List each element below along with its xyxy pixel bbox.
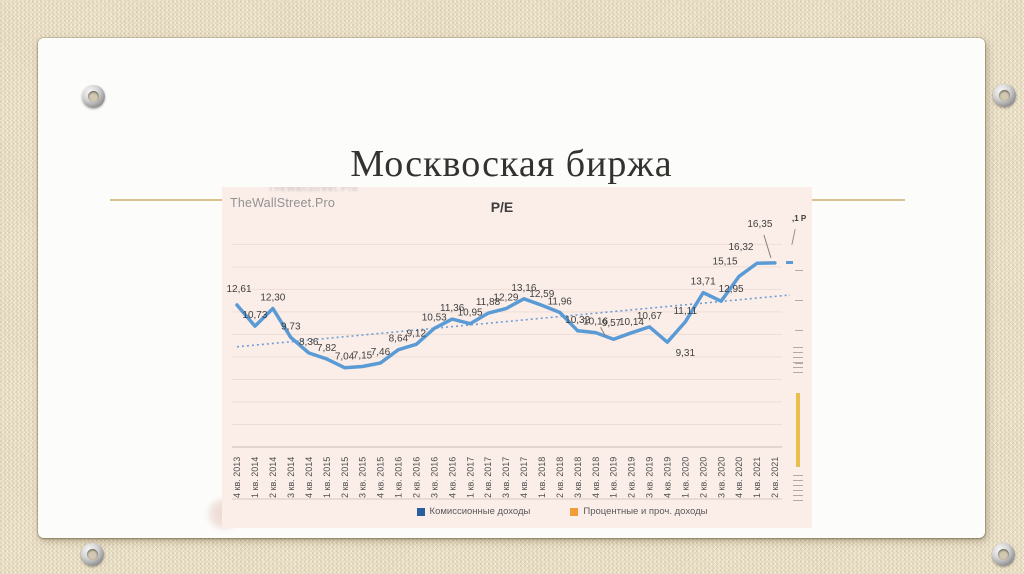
cropped-axis-text-fragment bbox=[793, 347, 803, 373]
grommet-top-right bbox=[993, 84, 1016, 107]
x-tick-label: 1 кв. 2021 bbox=[752, 457, 762, 498]
x-tick-label: 4 кв. 2019 bbox=[663, 457, 673, 498]
data-label: 15,15 bbox=[713, 256, 738, 267]
x-tick-label: 1 кв. 2020 bbox=[680, 457, 690, 498]
data-label: 8,64 bbox=[389, 334, 409, 345]
data-label: 9,57 bbox=[602, 318, 622, 329]
x-tick-label: 4 кв. 2016 bbox=[447, 457, 457, 498]
data-label: 11,88 bbox=[476, 297, 501, 308]
data-label: 12,95 bbox=[719, 284, 744, 295]
x-tick-label: 2 кв. 2021 bbox=[770, 457, 780, 498]
x-tick-label: 4 кв. 2020 bbox=[734, 457, 744, 498]
data-label: 9,12 bbox=[407, 328, 427, 339]
data-label: 7,15 bbox=[353, 350, 373, 361]
x-tick-label: 2 кв. 2015 bbox=[340, 457, 350, 498]
data-label: 10,14 bbox=[619, 317, 644, 328]
cropped-price-label: ,1 Р bbox=[792, 214, 807, 223]
x-tick-label: 3 кв. 2017 bbox=[501, 457, 511, 498]
label-leader-line bbox=[763, 234, 772, 259]
label-leader-line bbox=[600, 326, 606, 337]
grommet-bottom-left bbox=[81, 543, 104, 566]
x-tick-label: 1 кв. 2014 bbox=[250, 457, 260, 498]
x-tick-label: 4 кв. 2014 bbox=[304, 457, 314, 498]
x-tick-label: 2 кв. 2018 bbox=[555, 457, 565, 498]
data-label: 10,67 bbox=[637, 311, 662, 322]
data-label: 13,71 bbox=[691, 277, 716, 288]
data-label: 7,04 bbox=[335, 352, 355, 363]
data-label: 10,53 bbox=[422, 312, 447, 323]
x-tick-label: 2 кв. 2019 bbox=[627, 457, 637, 498]
slide-title: Москвоская биржа bbox=[350, 143, 673, 185]
grommet-top-left bbox=[82, 85, 105, 108]
slide: Москвоская биржа TheWallStreet.Pro TheWa… bbox=[38, 38, 1016, 566]
x-tick-label: 2 кв. 2014 bbox=[268, 457, 278, 498]
data-label: 9,31 bbox=[676, 348, 696, 359]
cropped-axis-text-fragment bbox=[793, 475, 803, 501]
data-label: 12,61 bbox=[226, 284, 251, 295]
data-label: 10,73 bbox=[242, 310, 267, 321]
data-label: 11,11 bbox=[673, 306, 697, 317]
data-label: 10,95 bbox=[458, 308, 483, 319]
ghost-watermark: TheWallStreet.Pro bbox=[268, 187, 359, 193]
data-label: 10,32 bbox=[565, 315, 590, 326]
data-label: 12,30 bbox=[260, 293, 285, 304]
legend-swatch-icon bbox=[570, 507, 579, 516]
legend-swatch-icon bbox=[416, 507, 425, 516]
x-tick-label: 2 кв. 2020 bbox=[698, 457, 708, 498]
cropped-yellow-bar-fragment bbox=[796, 393, 800, 467]
x-tick-label: 4 кв. 2015 bbox=[376, 457, 386, 498]
data-label: 16,35 bbox=[747, 219, 772, 230]
data-label: 7,82 bbox=[317, 343, 337, 354]
x-tick-label: 1 кв. 2015 bbox=[322, 457, 332, 498]
x-tick-label: 3 кв. 2015 bbox=[358, 457, 368, 498]
cropped-tick bbox=[795, 330, 803, 331]
data-label: 12,59 bbox=[529, 289, 554, 300]
chart-title: P/E bbox=[490, 199, 514, 215]
data-label: 12,29 bbox=[493, 293, 518, 304]
x-tick-label: 3 кв. 2014 bbox=[286, 457, 296, 498]
legend-item-1: Процентные и проч. доходы bbox=[570, 506, 707, 517]
x-tick-label: 2 кв. 2016 bbox=[412, 457, 422, 498]
pe-line-plot: 12,61 10,73 12,30 9,73 8,367,827,047,157,46 8… bbox=[226, 219, 791, 500]
chart-legend: Комиссионные доходы Процентные и проч. до… bbox=[282, 506, 812, 517]
legend-label: Процентные и проч. доходы bbox=[583, 506, 708, 517]
x-tick-label: 4 кв. 2017 bbox=[519, 457, 529, 498]
data-label: 7,46 bbox=[371, 347, 391, 358]
x-tick-label: 4 кв. 2018 bbox=[591, 457, 601, 498]
cropped-tick bbox=[795, 300, 803, 301]
x-tick-label: 3 кв. 2016 bbox=[429, 457, 439, 498]
legend-label: Комиссионные доходы bbox=[429, 506, 531, 517]
data-label: 16,32 bbox=[728, 242, 753, 253]
x-tick-label: 3 кв. 2019 bbox=[645, 457, 655, 498]
data-label: 10,16 bbox=[583, 317, 608, 328]
data-label: 11,36 bbox=[440, 303, 465, 314]
legend-item-0: Комиссионные доходы bbox=[416, 506, 531, 517]
x-tick-label: 1 кв. 2017 bbox=[465, 457, 475, 498]
data-label: 9,73 bbox=[281, 321, 301, 332]
pe-series-line bbox=[235, 261, 777, 370]
pe-chart-image: TheWallStreet.Pro TheWallStreet.Pro P/E … bbox=[222, 187, 812, 528]
x-tick-label: 1 кв. 2016 bbox=[394, 457, 404, 498]
x-tick-label: 2 кв. 2017 bbox=[483, 457, 493, 498]
data-label: 13,16 bbox=[511, 283, 536, 294]
thewallstreet-watermark: TheWallStreet.Pro bbox=[230, 196, 336, 210]
x-tick-label: 3 кв. 2020 bbox=[716, 457, 726, 498]
grommet-bottom-right bbox=[992, 543, 1015, 566]
data-label: 11,96 bbox=[548, 296, 573, 307]
data-label: 8,36 bbox=[299, 337, 319, 348]
x-tick-label: 3 кв. 2018 bbox=[573, 457, 583, 498]
cropped-tick bbox=[795, 270, 803, 271]
x-tick-label: 1 кв. 2019 bbox=[609, 457, 619, 498]
x-tick-label: 1 кв. 2018 bbox=[537, 457, 547, 498]
cropped-blue-line-fragment bbox=[786, 261, 793, 264]
x-tick-label: 4 кв. 2013 bbox=[232, 457, 242, 498]
